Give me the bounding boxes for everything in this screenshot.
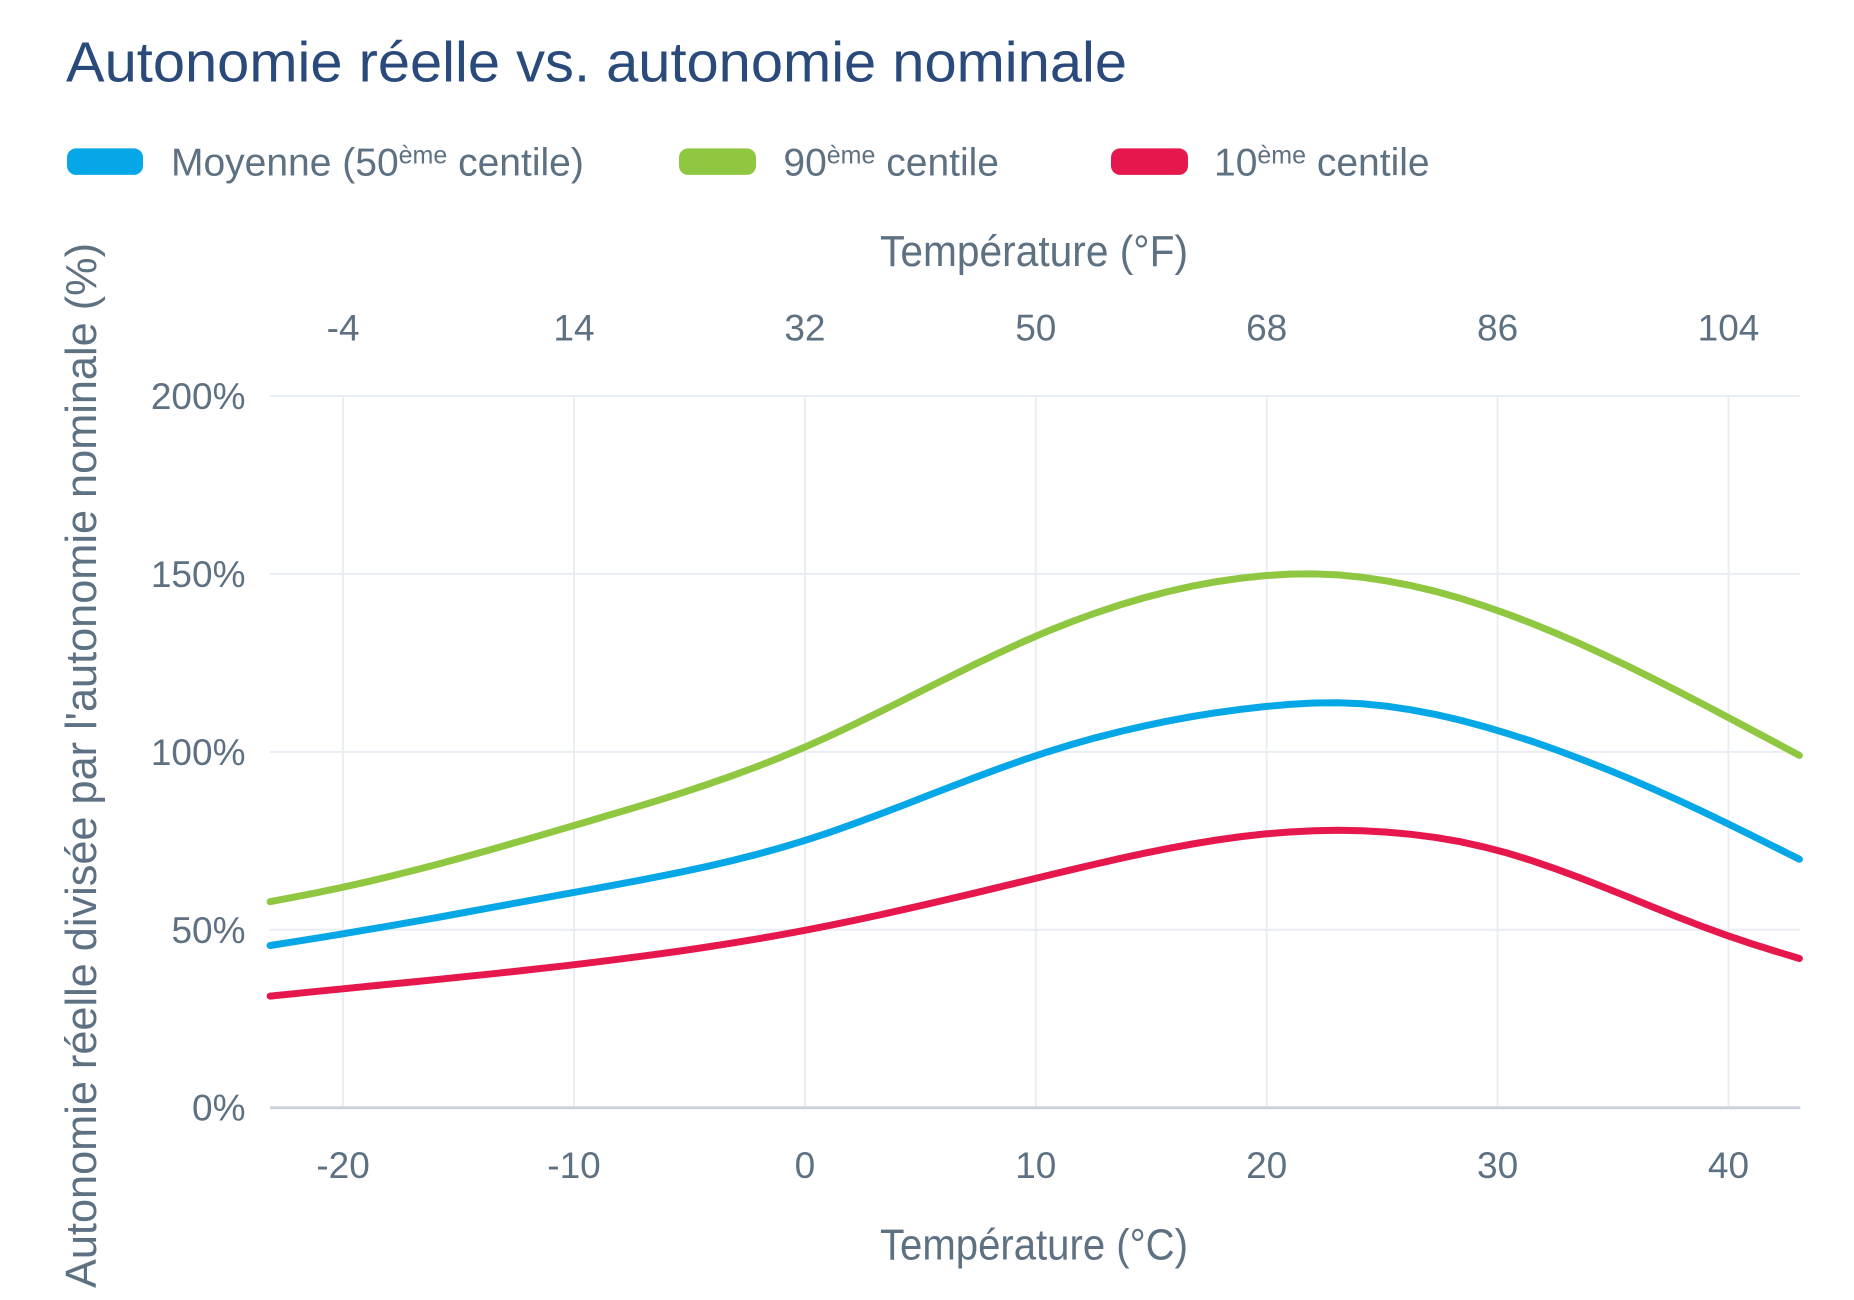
svg-text:30: 30: [1477, 1145, 1518, 1186]
svg-text:150%: 150%: [151, 554, 246, 595]
svg-text:Température (°F): Température (°F): [880, 227, 1188, 276]
svg-text:-4: -4: [327, 308, 360, 349]
svg-text:-10: -10: [547, 1145, 600, 1186]
svg-text:100%: 100%: [151, 732, 246, 773]
svg-text:32: 32: [784, 308, 825, 349]
svg-text:90ème centile: 90ème centile: [783, 142, 999, 185]
svg-text:200%: 200%: [151, 376, 246, 417]
svg-text:-20: -20: [316, 1145, 369, 1186]
svg-text:10: 10: [1015, 1145, 1056, 1186]
svg-text:Autonomie réelle divisée par l: Autonomie réelle divisée par l'autonomie…: [57, 243, 106, 1288]
svg-text:40: 40: [1708, 1145, 1749, 1186]
svg-text:Autonomie réelle vs. autonomie: Autonomie réelle vs. autonomie nominale: [66, 31, 1127, 95]
svg-text:10ème centile: 10ème centile: [1214, 142, 1430, 185]
svg-text:14: 14: [553, 308, 594, 349]
svg-text:Moyenne (50ème centile): Moyenne (50ème centile): [171, 142, 584, 185]
svg-text:86: 86: [1477, 308, 1518, 349]
svg-text:20: 20: [1246, 1145, 1287, 1186]
svg-text:Température (°C): Température (°C): [880, 1221, 1188, 1270]
svg-text:0%: 0%: [192, 1088, 245, 1129]
svg-text:0: 0: [795, 1145, 816, 1186]
svg-text:50%: 50%: [171, 910, 245, 951]
svg-text:68: 68: [1246, 308, 1287, 349]
svg-text:104: 104: [1698, 308, 1760, 349]
svg-text:50: 50: [1015, 308, 1056, 349]
